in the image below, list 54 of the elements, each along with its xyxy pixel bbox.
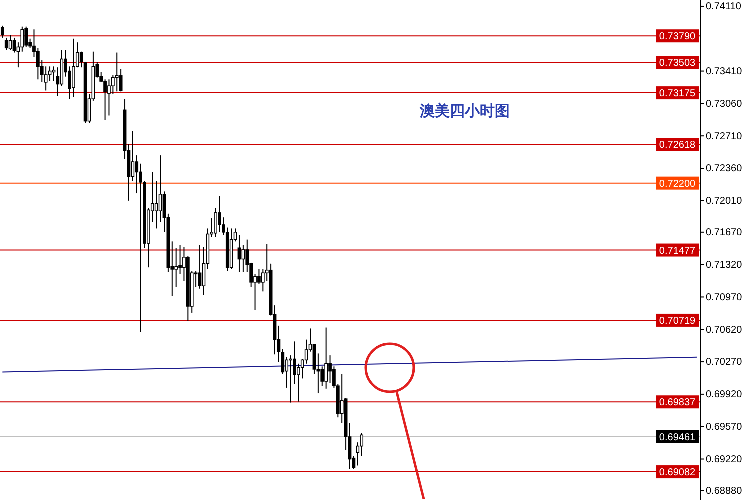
- ref-line-label: 0.70719: [659, 316, 696, 327]
- candlestick: [4, 37, 8, 50]
- ref-line-label: 0.69837: [659, 398, 696, 409]
- candlestick: [218, 196, 222, 233]
- y-tick-label: 0.69570: [706, 422, 743, 434]
- y-tick-label: 0.68880: [706, 486, 743, 497]
- y-tick-label: 0.70620: [706, 324, 743, 336]
- ref-line-label: 0.73503: [659, 58, 696, 70]
- y-tick-label: 0.72010: [706, 196, 743, 208]
- y-tick-label: 0.70270: [706, 357, 743, 368]
- y-tick-label: 0.70970: [706, 292, 743, 304]
- candlestick: [72, 38, 76, 98]
- y-tick-label: 0.73410: [706, 66, 743, 78]
- candlestick: [285, 356, 289, 388]
- candlestick: [174, 248, 178, 288]
- candlestick: [24, 26, 28, 48]
- candlestick: [12, 37, 16, 54]
- ref-line-label: 0.69082: [659, 468, 696, 479]
- ref-line-label: 0.72618: [659, 140, 696, 152]
- candlestick: [36, 48, 40, 80]
- candlestick: [198, 244, 202, 290]
- candlestick: [48, 66, 52, 82]
- ref-line-label: 0.73790: [659, 32, 696, 43]
- candlestick: [328, 355, 332, 384]
- ref-line-label: 0.69461: [659, 432, 696, 444]
- y-tick-label: 0.73060: [706, 98, 743, 110]
- candlestick: [108, 79, 111, 116]
- candlestick: [324, 327, 328, 390]
- candlestick: [242, 244, 246, 273]
- y-tick-label: 0.71320: [706, 260, 743, 272]
- y-tick-label: 0.72710: [706, 131, 743, 142]
- candlestick: [0, 25, 4, 38]
- candlestick: [119, 68, 123, 92]
- ref-line-label: 0.71477: [659, 246, 696, 257]
- candlestick: [297, 363, 300, 402]
- y-tick-label: 0.71670: [706, 228, 743, 239]
- candlestick: [131, 130, 135, 182]
- y-tick-label: 0.69920: [706, 390, 743, 401]
- candlestick: [238, 234, 242, 273]
- candlestick: [158, 155, 162, 223]
- y-tick-label: 0.72360: [706, 164, 743, 175]
- ref-line-label: 0.72200: [659, 178, 696, 190]
- text: 澳美四小时图: [419, 102, 510, 120]
- candlestick: [52, 66, 56, 82]
- y-tick-label: 0.69220: [706, 454, 743, 466]
- candlestick: [135, 155, 139, 194]
- candlestick: [44, 66, 48, 92]
- candlestick: [258, 268, 261, 285]
- candlestick: [115, 52, 119, 92]
- ref-line-label: 0.73175: [659, 88, 696, 100]
- candlestick: [154, 180, 158, 230]
- y-tick-label: 0.74110: [706, 2, 742, 13]
- candlestick: [8, 34, 12, 50]
- candlestick: [289, 355, 292, 404]
